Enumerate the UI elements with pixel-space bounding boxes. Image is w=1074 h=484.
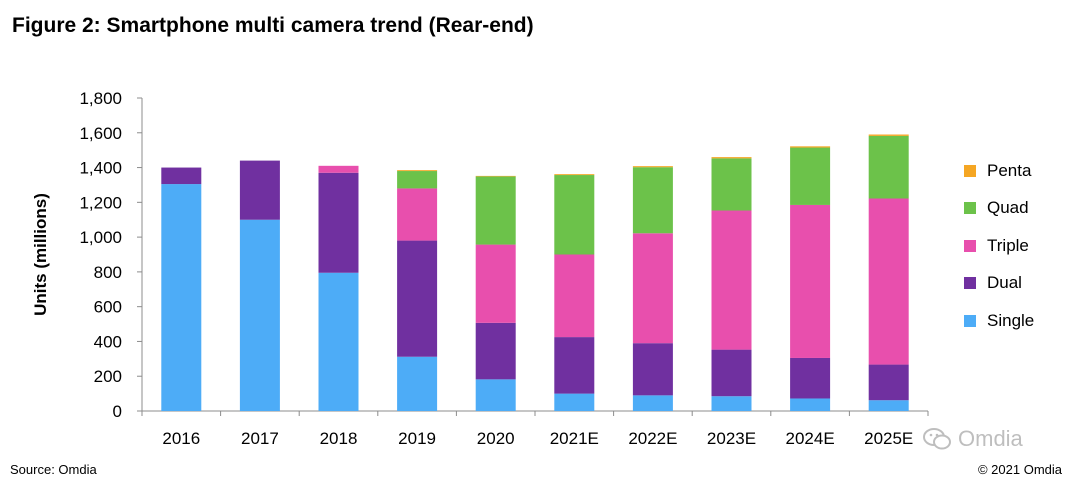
y-tick-label: 1,600 [79,124,122,143]
bar-single-2024e [790,398,831,411]
bar-quad-2020 [475,176,516,245]
legend-label-triple: Triple [987,235,1029,255]
bar-quad-2023e [711,158,752,211]
chart-title: Figure 2: Smartphone multi camera trend … [12,14,534,37]
bar-dual-2022e [632,343,673,396]
bar-dual-2023e [711,349,752,397]
y-tick-label: 1,800 [79,89,122,108]
bar-penta-2021e [554,174,595,176]
legend-swatch-dual [964,277,976,290]
watermark: Omdia [922,426,1023,452]
bar-quad-2021e [554,175,595,255]
legend-item-penta: Penta [964,152,1034,190]
legend-label-penta: Penta [987,160,1032,180]
copyright-note: © 2021 Omdia [977,462,1062,477]
y-tick-label: 1,200 [79,193,122,212]
bar-triple-2023e [711,210,752,350]
bar-dual-2017 [239,160,280,220]
x-tick-label: 2017 [241,429,279,448]
x-tick-label: 2023E [707,429,756,448]
bar-dual-2019 [397,240,438,357]
x-tick-label: 2021E [550,429,599,448]
watermark-text: Omdia [958,426,1023,451]
bar-triple-2024e [790,204,831,358]
legend-item-dual: Dual [964,265,1034,303]
bar-triple-2022e [632,233,673,344]
y-axis-label: Units (millions) [31,193,50,316]
y-tick-label: 600 [94,298,122,317]
bar-single-2025e [868,400,909,411]
x-tick-label: 2020 [477,429,515,448]
bar-single-2023e [711,396,752,411]
bar-dual-2024e [790,357,831,399]
x-tick-label: 2016 [162,429,200,448]
bar-penta-2022e [632,166,673,168]
bar-single-2021e [554,393,595,411]
bar-triple-2018 [318,165,359,173]
x-tick-label: 2019 [398,429,436,448]
wechat-icon [923,428,951,450]
legend-swatch-triple [964,239,976,252]
bar-quad-2019 [397,171,438,189]
y-tick-label: 800 [94,263,122,282]
bar-dual-2021e [554,337,595,394]
bar-penta-2019 [397,170,438,172]
legend-label-dual: Dual [987,273,1022,293]
bar-dual-2016 [161,167,202,185]
bar-dual-2020 [475,322,516,380]
legend-swatch-single [964,314,976,327]
bar-dual-2025e [868,364,909,401]
x-tick-label: 2018 [320,429,358,448]
x-tick-label: 2025E [864,429,913,448]
x-tick-label: 2022E [628,429,677,448]
bar-single-2016 [161,184,202,411]
legend: Penta Quad Triple Dual Single [964,152,1034,340]
bar-single-2020 [475,379,516,411]
legend-item-single: Single [964,302,1034,340]
bar-single-2018 [318,272,359,411]
legend-swatch-quad [964,202,976,215]
bar-single-2017 [239,219,280,411]
bar-triple-2021e [554,254,595,338]
legend-label-quad: Quad [987,198,1029,218]
bar-penta-2023e [711,157,752,159]
bar-triple-2020 [475,244,516,323]
legend-swatch-penta [964,164,976,177]
bar-triple-2019 [397,188,438,241]
bar-single-2019 [397,356,438,411]
y-tick-label: 1,400 [79,159,122,178]
legend-label-single: Single [987,310,1035,330]
bar-penta-2025e [868,134,909,136]
y-tick-label: 200 [94,367,122,386]
bar-penta-2020 [475,175,516,177]
y-tick-label: 0 [113,402,122,421]
y-tick-label: 400 [94,332,122,351]
legend-item-triple: Triple [964,227,1034,265]
bar-single-2022e [632,395,673,411]
bar-triple-2025e [868,198,909,365]
x-tick-label: 2024E [786,429,835,448]
bar-penta-2024e [790,146,831,148]
y-tick-label: 1,000 [79,228,122,247]
bar-quad-2022e [632,167,673,234]
bar-dual-2018 [318,172,359,273]
source-note: Source: Omdia [10,462,97,477]
legend-item-quad: Quad [964,190,1034,228]
bar-quad-2025e [868,135,909,199]
bar-quad-2024e [790,147,831,205]
